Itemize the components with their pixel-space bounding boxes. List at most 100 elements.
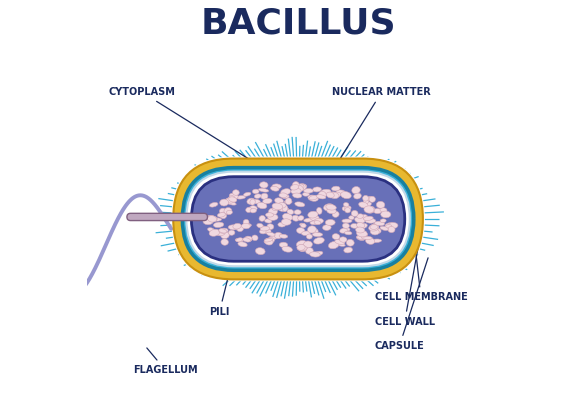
Ellipse shape <box>357 236 366 240</box>
Ellipse shape <box>313 187 321 192</box>
Ellipse shape <box>238 242 247 247</box>
Ellipse shape <box>236 238 243 242</box>
Ellipse shape <box>369 196 376 202</box>
Ellipse shape <box>259 215 266 221</box>
Ellipse shape <box>242 223 252 227</box>
Ellipse shape <box>229 196 235 202</box>
Ellipse shape <box>310 215 319 221</box>
Ellipse shape <box>260 182 268 188</box>
Ellipse shape <box>323 225 331 231</box>
Ellipse shape <box>295 202 305 207</box>
Ellipse shape <box>272 203 283 210</box>
Ellipse shape <box>388 222 398 229</box>
Ellipse shape <box>351 210 358 217</box>
Ellipse shape <box>359 202 368 208</box>
Ellipse shape <box>219 208 226 214</box>
Ellipse shape <box>274 232 282 239</box>
Ellipse shape <box>264 238 275 244</box>
Ellipse shape <box>247 198 255 204</box>
Ellipse shape <box>385 223 396 229</box>
Ellipse shape <box>335 240 345 245</box>
Ellipse shape <box>268 208 278 215</box>
Ellipse shape <box>357 223 365 228</box>
Ellipse shape <box>255 194 262 199</box>
Ellipse shape <box>264 219 272 223</box>
Ellipse shape <box>372 227 378 233</box>
Ellipse shape <box>250 208 256 213</box>
Ellipse shape <box>264 238 272 242</box>
Ellipse shape <box>242 238 251 242</box>
Ellipse shape <box>361 231 367 236</box>
Ellipse shape <box>367 206 375 213</box>
Ellipse shape <box>210 202 218 207</box>
FancyBboxPatch shape <box>171 157 425 282</box>
Ellipse shape <box>219 228 228 233</box>
Ellipse shape <box>245 236 252 241</box>
Ellipse shape <box>306 234 312 239</box>
Text: NUCLEAR MATTER: NUCLEAR MATTER <box>332 87 431 172</box>
Ellipse shape <box>229 197 237 202</box>
Ellipse shape <box>214 222 223 228</box>
Ellipse shape <box>327 208 336 214</box>
Ellipse shape <box>365 218 376 223</box>
Ellipse shape <box>236 225 244 231</box>
Ellipse shape <box>370 224 378 229</box>
Ellipse shape <box>375 228 381 233</box>
Ellipse shape <box>357 230 367 237</box>
Ellipse shape <box>355 227 365 233</box>
Ellipse shape <box>220 212 226 219</box>
Ellipse shape <box>385 225 392 228</box>
Ellipse shape <box>329 192 339 199</box>
Ellipse shape <box>244 192 251 196</box>
Ellipse shape <box>223 199 229 204</box>
Text: CYTOPLASM: CYTOPLASM <box>108 87 271 173</box>
Ellipse shape <box>324 204 334 211</box>
Ellipse shape <box>278 203 286 208</box>
Ellipse shape <box>359 224 367 229</box>
Ellipse shape <box>271 186 279 191</box>
Ellipse shape <box>297 246 307 251</box>
Ellipse shape <box>236 196 245 199</box>
Ellipse shape <box>309 252 320 257</box>
Ellipse shape <box>221 232 229 239</box>
Ellipse shape <box>246 207 252 212</box>
Ellipse shape <box>380 208 387 212</box>
Ellipse shape <box>355 217 365 223</box>
Ellipse shape <box>252 235 258 240</box>
Ellipse shape <box>312 233 323 237</box>
Ellipse shape <box>250 199 255 205</box>
FancyBboxPatch shape <box>186 172 410 266</box>
Ellipse shape <box>264 238 273 245</box>
Ellipse shape <box>357 236 365 240</box>
Ellipse shape <box>279 234 287 238</box>
Ellipse shape <box>279 193 287 198</box>
Ellipse shape <box>219 229 227 233</box>
Ellipse shape <box>282 246 293 252</box>
Ellipse shape <box>343 227 350 231</box>
Ellipse shape <box>207 228 214 232</box>
Ellipse shape <box>217 212 226 217</box>
Ellipse shape <box>373 208 382 214</box>
Ellipse shape <box>308 211 318 218</box>
Ellipse shape <box>278 222 286 227</box>
Ellipse shape <box>344 206 351 211</box>
Ellipse shape <box>226 198 236 203</box>
Ellipse shape <box>284 200 292 203</box>
FancyBboxPatch shape <box>191 177 405 261</box>
Ellipse shape <box>381 211 391 218</box>
Ellipse shape <box>224 208 232 214</box>
Ellipse shape <box>268 214 278 220</box>
Ellipse shape <box>326 192 334 198</box>
FancyBboxPatch shape <box>127 213 207 221</box>
Ellipse shape <box>352 187 360 194</box>
Ellipse shape <box>260 226 270 230</box>
FancyBboxPatch shape <box>182 168 414 270</box>
Ellipse shape <box>259 188 268 192</box>
Ellipse shape <box>290 185 299 190</box>
Ellipse shape <box>294 192 300 197</box>
Ellipse shape <box>251 199 260 204</box>
Ellipse shape <box>309 195 318 200</box>
Ellipse shape <box>304 241 312 248</box>
Ellipse shape <box>343 203 349 207</box>
Ellipse shape <box>281 189 291 195</box>
